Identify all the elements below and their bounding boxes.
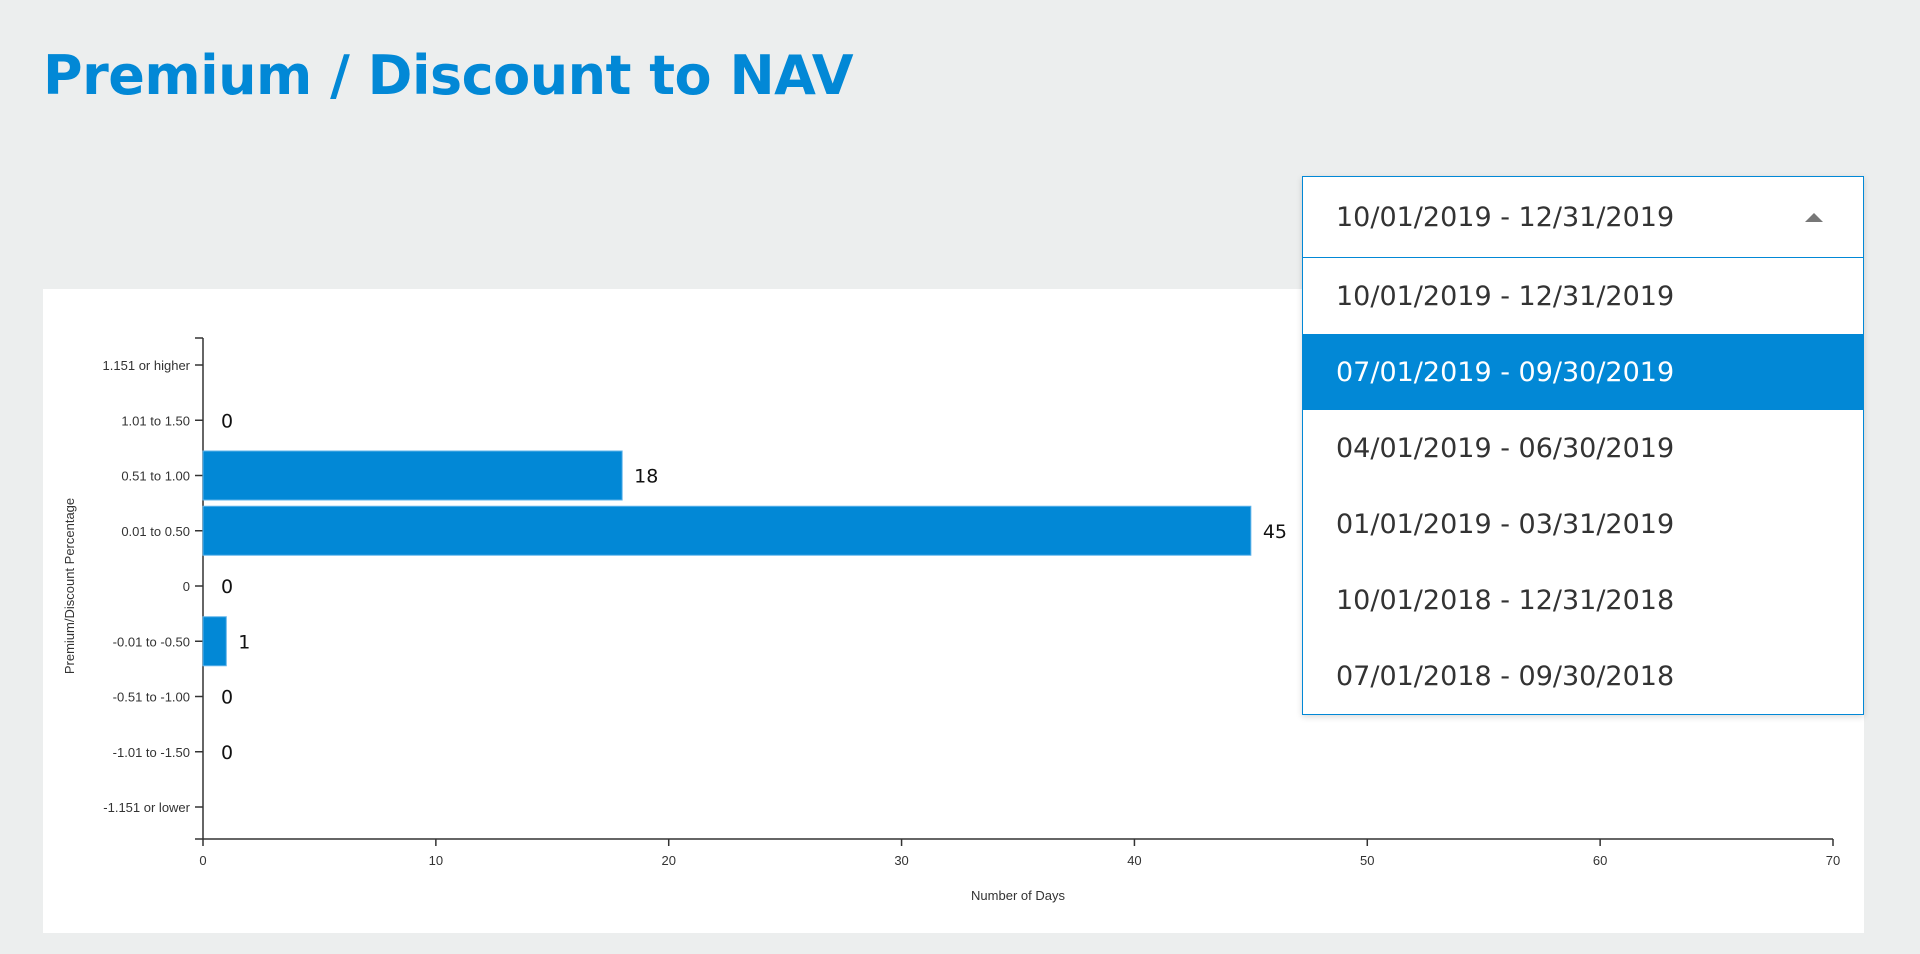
- x-tick-label: 40: [1127, 853, 1141, 868]
- bar: [202, 450, 623, 501]
- dropdown-option[interactable]: 07/01/2018 - 09/30/2018: [1336, 660, 1675, 692]
- bar-value-label: 1: [238, 631, 250, 653]
- y-tick-label: -1.01 to -1.50: [113, 745, 190, 760]
- y-tick-label: -1.151 or lower: [103, 800, 190, 815]
- dropdown-options: 10/01/2019 - 12/31/2019 07/01/2019 - 09/3…: [1303, 258, 1863, 714]
- bar: [202, 616, 227, 667]
- x-tick-label: 50: [1360, 853, 1374, 868]
- dropdown-option[interactable]: 07/01/2019 - 09/30/2019: [1303, 334, 1863, 410]
- dropdown-selected[interactable]: 10/01/2019 - 12/31/2019: [1303, 177, 1863, 258]
- page-title: Premium / Discount to NAV: [43, 44, 854, 107]
- dropdown-option[interactable]: 10/01/2018 - 12/31/2018: [1336, 584, 1675, 616]
- x-tick-label: 30: [894, 853, 908, 868]
- y-tick-label: 0.01 to 0.50: [121, 524, 190, 539]
- y-tick-label: 1.151 or higher: [103, 358, 191, 373]
- caret-up-icon[interactable]: [1805, 213, 1823, 222]
- bar-value-label: 0: [221, 576, 233, 598]
- x-tick-label: 20: [661, 853, 675, 868]
- dropdown-selected-label: 10/01/2019 - 12/31/2019: [1336, 201, 1675, 233]
- bar-value-label: 18: [634, 466, 658, 488]
- y-tick-label: -0.01 to -0.50: [113, 634, 190, 649]
- bar-value-label: 0: [221, 410, 233, 432]
- x-tick-label: 70: [1826, 853, 1840, 868]
- y-tick-label: 1.01 to 1.50: [121, 413, 190, 428]
- x-axis-title: Number of Days: [971, 888, 1065, 903]
- x-tick-label: 0: [199, 853, 206, 868]
- y-tick-label: 0.51 to 1.00: [121, 469, 190, 484]
- dropdown-option[interactable]: 10/01/2019 - 12/31/2019: [1336, 280, 1675, 312]
- dropdown-option[interactable]: 04/01/2019 - 06/30/2019: [1336, 432, 1675, 464]
- y-tick-label: -0.51 to -1.00: [113, 690, 190, 705]
- bar: [202, 505, 1252, 556]
- bar-value-label: 0: [221, 742, 233, 764]
- dropdown-option[interactable]: 01/01/2019 - 03/31/2019: [1336, 508, 1675, 540]
- x-tick-label: 60: [1593, 853, 1607, 868]
- x-tick-label: 10: [429, 853, 443, 868]
- bar-value-label: 45: [1263, 521, 1287, 543]
- bar-value-label: 0: [221, 687, 233, 709]
- date-range-dropdown[interactable]: 10/01/2019 - 12/31/2019 10/01/2019 - 12/…: [1302, 176, 1864, 715]
- y-tick-label: 0: [183, 579, 190, 594]
- y-axis-title: Premium/Discount Percentage: [62, 498, 77, 674]
